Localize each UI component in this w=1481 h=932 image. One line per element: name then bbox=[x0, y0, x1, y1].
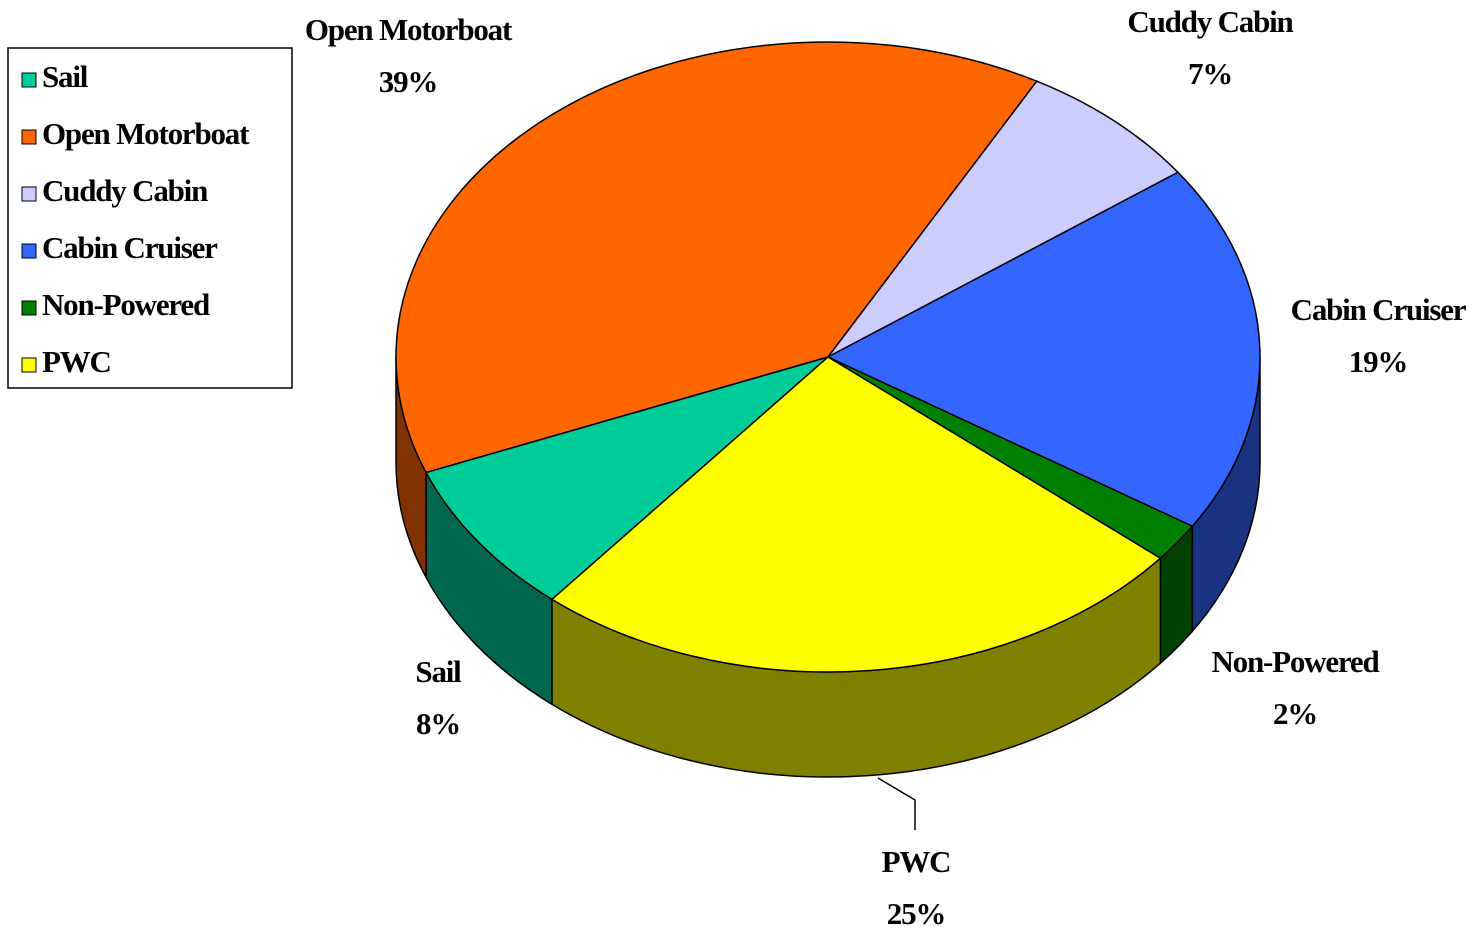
legend-swatch bbox=[21, 72, 37, 88]
legend-label: PWC bbox=[42, 344, 111, 379]
legend-swatch bbox=[21, 186, 37, 202]
data-label-value: 25% bbox=[887, 896, 945, 931]
slice bbox=[827, 80, 1180, 358]
legend-swatch bbox=[21, 357, 37, 373]
data-label-value: 2% bbox=[1273, 696, 1317, 731]
data-label-name: Cuddy Cabin bbox=[1127, 4, 1293, 39]
data-label-name: Sail bbox=[415, 654, 462, 689]
legend-label: Open Motorboat bbox=[42, 116, 250, 151]
slice bbox=[395, 41, 1038, 474]
legend-swatch bbox=[21, 129, 37, 145]
legend-label: Cuddy Cabin bbox=[42, 173, 208, 208]
data-label-name: Open Motorboat bbox=[305, 12, 513, 47]
data-labels: Sail 8% Open Motorboat 39% Cuddy Cabin 7% Cabi… bbox=[305, 4, 1468, 931]
pie-tops bbox=[395, 41, 1261, 673]
data-label-name: Cabin Cruiser bbox=[1291, 292, 1467, 327]
leader-line bbox=[877, 777, 916, 830]
pie-sides bbox=[395, 356, 1261, 778]
slice bbox=[424, 356, 829, 601]
data-label-value: 19% bbox=[1349, 344, 1407, 379]
data-label-name: PWC bbox=[882, 844, 951, 879]
legend: Sail Open Motorboat Cuddy Cabin Cabin Cruis… bbox=[7, 47, 293, 389]
slice bbox=[550, 356, 1162, 673]
legend-box bbox=[7, 47, 293, 389]
data-label-value: 39% bbox=[379, 64, 437, 99]
legend-label: Sail bbox=[42, 59, 89, 94]
slice bbox=[826, 171, 1261, 528]
data-label-name: Non-Powered bbox=[1211, 644, 1379, 679]
data-label-value: 8% bbox=[416, 706, 460, 741]
data-label-value: 7% bbox=[1188, 56, 1232, 91]
legend-swatch bbox=[21, 243, 37, 259]
legend-label: Cabin Cruiser bbox=[42, 230, 218, 265]
legend-label: Non-Powered bbox=[42, 287, 210, 322]
legend-swatch bbox=[21, 300, 37, 316]
